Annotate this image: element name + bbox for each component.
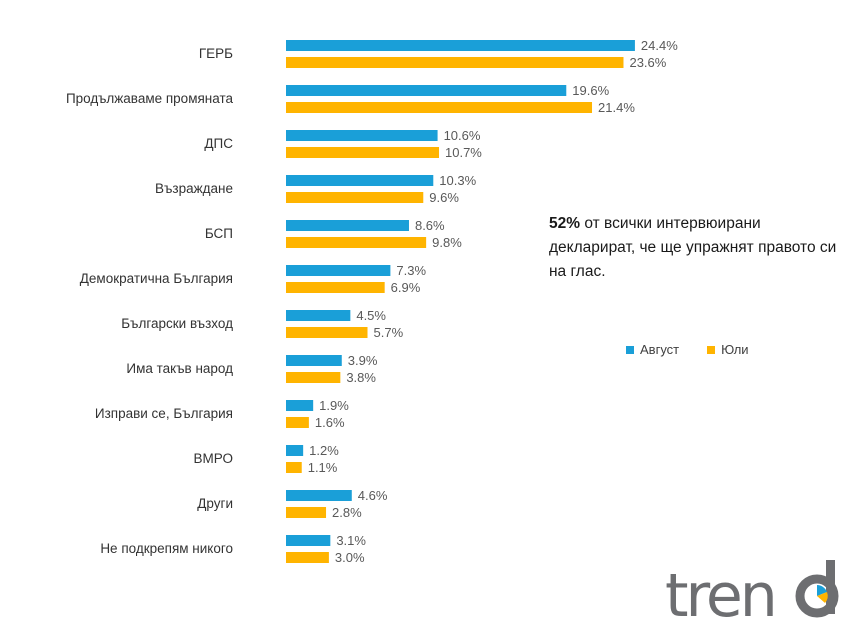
bar-august (286, 535, 331, 546)
category-label: Български възход (121, 316, 233, 331)
value-label-july: 1.6% (315, 415, 345, 430)
legend-label-july: Юли (721, 342, 749, 357)
legend: Август Юли (626, 342, 749, 357)
category-label: ВМРО (194, 451, 233, 466)
category-label: Възраждане (155, 181, 233, 196)
bar-august (286, 85, 567, 96)
trend-logo: tren (665, 560, 839, 628)
category-label: Продължаваме промяната (66, 91, 234, 106)
value-label-august: 4.5% (356, 308, 386, 323)
category-label: Демократична България (80, 271, 233, 286)
legend-label-august: Август (640, 342, 680, 357)
legend-item-august: Август (626, 342, 679, 357)
value-label-july: 21.4% (598, 100, 635, 115)
value-label-august: 8.6% (415, 218, 445, 233)
bar-august (286, 445, 304, 456)
bar-july (286, 462, 302, 473)
category-label: Други (197, 496, 233, 511)
category-label: Има такъв народ (126, 361, 233, 376)
value-label-july: 5.7% (374, 325, 404, 340)
value-label-august: 1.2% (309, 443, 339, 458)
value-label-august: 19.6% (572, 83, 609, 98)
value-label-august: 24.4% (641, 38, 678, 53)
value-label-july: 1.1% (308, 460, 338, 475)
value-label-july: 23.6% (629, 55, 666, 70)
category-label: БСП (205, 226, 233, 241)
value-label-july: 9.8% (432, 235, 462, 250)
legend-swatch-august (626, 345, 634, 354)
bar-july (286, 372, 341, 383)
value-label-july: 2.8% (332, 505, 362, 520)
value-label-august: 10.3% (439, 173, 476, 188)
category-label: ДПС (204, 136, 233, 151)
value-label-august: 3.1% (336, 533, 366, 548)
bar-july (286, 552, 329, 563)
value-label-august: 4.6% (358, 488, 388, 503)
value-label-july: 10.7% (445, 145, 482, 160)
category-label: ГЕРБ (199, 46, 233, 61)
bar-july (286, 57, 624, 68)
bar-july (286, 327, 368, 338)
bar-july (286, 192, 424, 203)
legend-item-july: Юли (707, 342, 749, 357)
bar-august (286, 265, 391, 276)
bar-july (286, 102, 593, 113)
bar-august (286, 220, 409, 231)
category-label: Изправи се, България (95, 406, 233, 421)
category-label: Не подкрепям никого (100, 541, 233, 556)
bar-july (286, 507, 327, 518)
bar-august (286, 400, 314, 411)
legend-swatch-july (707, 345, 716, 354)
bar-july (286, 147, 440, 158)
turnout-percent: 52% (549, 215, 581, 232)
logo-d-icon (795, 560, 839, 618)
value-label-august: 3.9% (348, 353, 378, 368)
bar-august (286, 175, 434, 186)
value-label-august: 7.3% (396, 263, 426, 278)
turnout-text: от всички интервюирани декларират, че ще… (549, 215, 837, 280)
value-label-july: 3.0% (335, 550, 365, 565)
bar-august (286, 40, 635, 51)
turnout-annotation: 52% от всички интервюирани декларират, ч… (549, 212, 839, 284)
bar-july (286, 417, 309, 428)
bar-august (286, 490, 352, 501)
bar-august (286, 355, 342, 366)
value-label-july: 9.6% (429, 190, 459, 205)
value-label-july: 3.8% (346, 370, 376, 385)
value-label-july: 6.9% (391, 280, 421, 295)
value-label-august: 1.9% (319, 398, 349, 413)
bar-august (286, 130, 438, 141)
logo-wordmark: tren (665, 561, 775, 628)
bar-july (286, 282, 385, 293)
bar-august (286, 310, 351, 321)
value-label-august: 10.6% (444, 128, 481, 143)
bar-july (286, 237, 427, 248)
